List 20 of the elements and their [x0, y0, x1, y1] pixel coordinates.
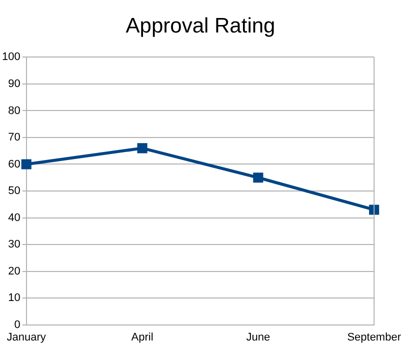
y-tick-label: 60 [8, 158, 20, 170]
y-tick-label: 30 [8, 238, 20, 251]
point [369, 204, 380, 215]
x-tick-label: September [347, 331, 402, 344]
y-tick-label: 0 [14, 318, 20, 331]
y-tick-label: 50 [8, 185, 20, 198]
y-tick-label: 20 [8, 265, 20, 278]
y-tick-label: 70 [8, 132, 20, 144]
y-tick-label: 100 [2, 51, 20, 64]
point [21, 159, 32, 170]
x-tick-label: January [6, 331, 46, 344]
x-tick-label: June [246, 331, 270, 344]
point [253, 172, 264, 183]
y-tick-label: 80 [8, 104, 20, 117]
y-tick-label: 40 [8, 212, 20, 224]
y-tick-label: 90 [8, 78, 20, 90]
x-tick-label: April [131, 331, 154, 344]
y-tick-label: 10 [8, 292, 20, 304]
point [137, 143, 148, 154]
chart-title: Approval Rating [126, 14, 276, 38]
